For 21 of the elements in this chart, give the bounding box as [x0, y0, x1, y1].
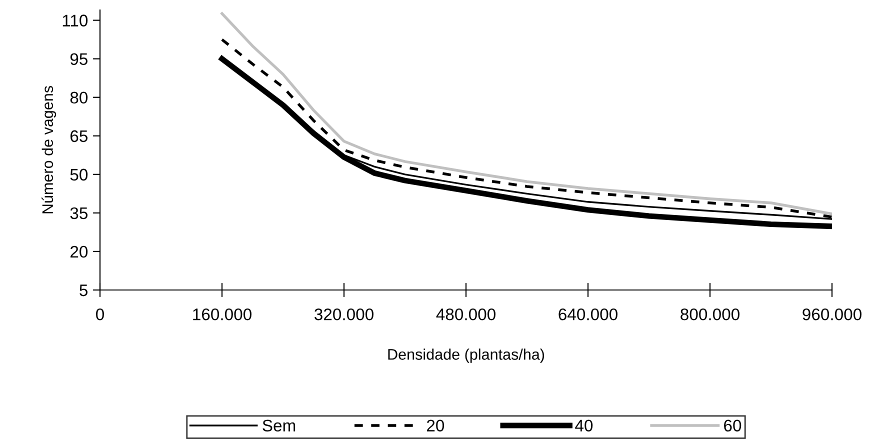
x-tick-label: 640.000 — [558, 308, 618, 320]
y-tick-label: 50 — [70, 168, 88, 181]
x-axis-title: Densidade (plantas/ha) — [388, 348, 544, 363]
legend-label: 40 — [575, 420, 593, 432]
x-tick-label: 0 — [96, 308, 104, 320]
x-tick-label: 480.000 — [436, 308, 496, 320]
x-tick-label: 800.000 — [680, 308, 740, 320]
y-tick-label: 35 — [70, 207, 88, 220]
y-tick-label: 80 — [70, 92, 88, 104]
legend-label: 60 — [724, 420, 742, 432]
x-tick-label: 160.000 — [193, 308, 252, 320]
x-tick-label: 320.000 — [314, 308, 374, 320]
y-tick-label: 5 — [80, 284, 88, 296]
y-axis-title: Número de vagens — [42, 86, 56, 214]
x-tick-label: 960.000 — [802, 308, 862, 320]
y-tick-label: 65 — [70, 130, 88, 142]
y-tick-label: 95 — [70, 53, 88, 66]
y-tick-label: 20 — [70, 246, 88, 258]
legend-label: Sem — [262, 420, 296, 432]
legend-label: 20 — [427, 420, 444, 432]
y-tick-label: 110 — [62, 14, 88, 26]
